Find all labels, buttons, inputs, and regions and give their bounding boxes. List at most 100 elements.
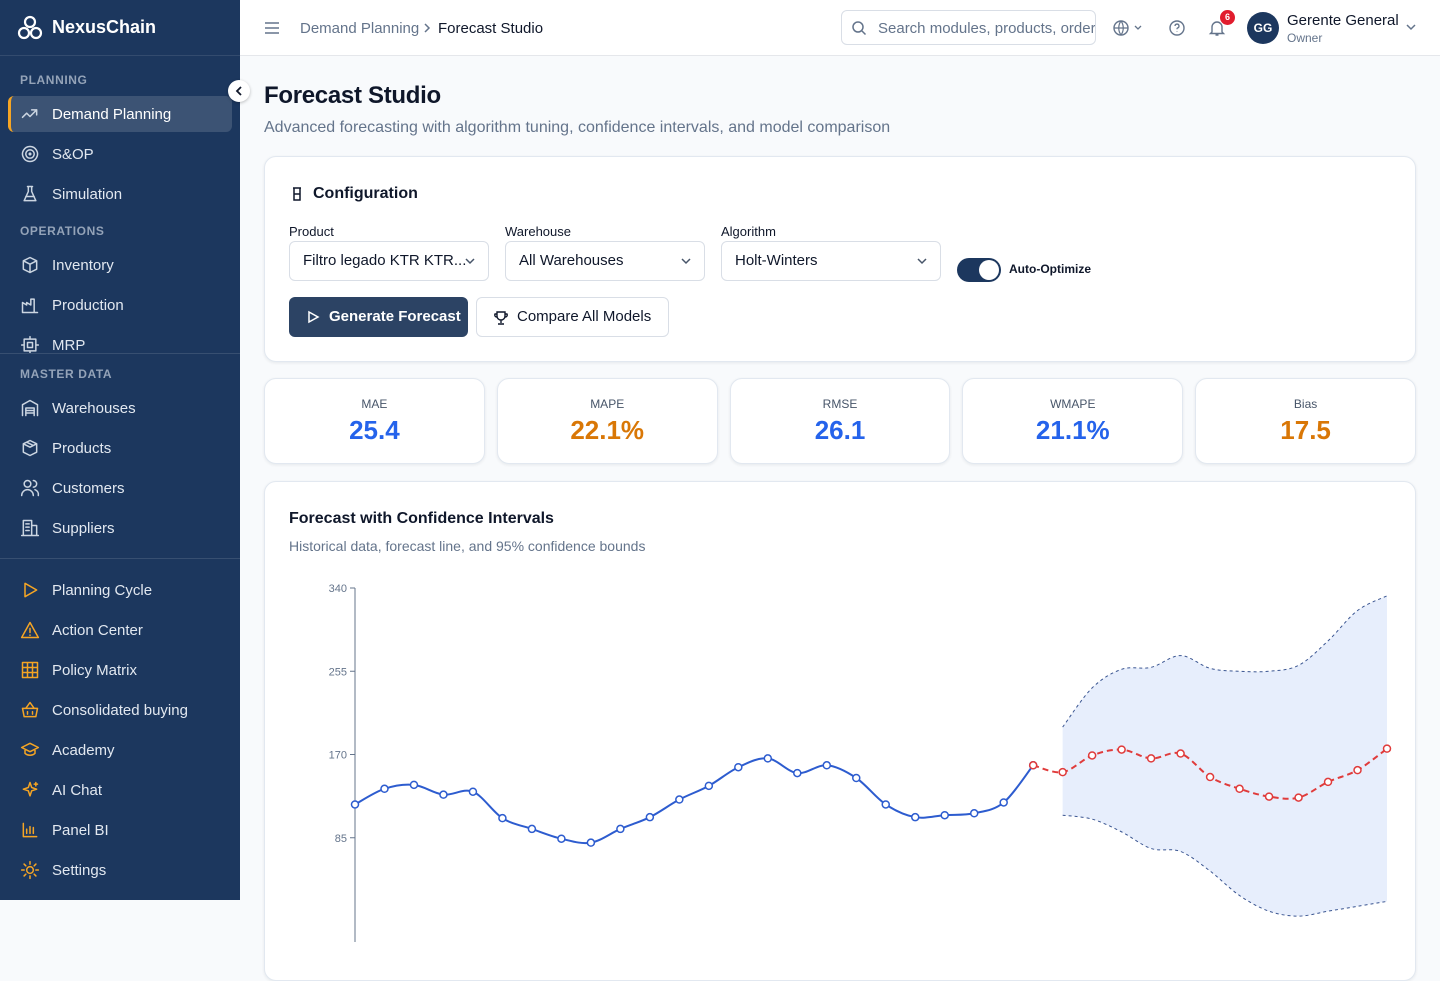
search-placeholder: Search modules, products, orders — [878, 20, 1096, 37]
metric-value: 26.1 — [814, 415, 866, 445]
generate-forecast-button[interactable]: Generate Forecast — [289, 297, 468, 337]
search-box[interactable]: Search modules, products, orders — [841, 10, 1096, 45]
data-point — [1235, 784, 1244, 794]
nav-item[interactable]: Panel BI — [8, 812, 232, 848]
nav-item[interactable]: Inventory — [8, 247, 232, 283]
nav-section-title: OPERATIONS — [20, 224, 105, 238]
nav-icon — [22, 822, 38, 838]
nav-icon — [21, 145, 39, 163]
nav-item[interactable]: Production — [8, 287, 232, 323]
icon-path — [22, 439, 38, 457]
configuration-title: Configuration — [313, 185, 418, 202]
icon-path — [20, 621, 40, 639]
data-point — [822, 761, 832, 770]
chart-card: Forecast with Confidence Intervals Histo… — [264, 481, 1416, 981]
nav-item[interactable]: AI Chat — [8, 772, 232, 808]
nav-label: Production — [52, 296, 124, 314]
user-menu-chevron[interactable] — [1405, 22, 1417, 32]
nav-scroll: PLANNING Demand Planning S&OP Simulation OPE… — [0, 56, 240, 354]
nav-item[interactable]: Demand Planning — [8, 96, 232, 132]
nav-item[interactable]: Consolidated buying — [8, 692, 232, 728]
data-point — [793, 768, 802, 778]
metric-card: MAE 25.4 — [264, 378, 485, 464]
nav-item[interactable]: Academy — [8, 732, 232, 768]
nav-item[interactable]: Planning Cycle — [8, 572, 232, 608]
nav-item[interactable]: Warehouses — [8, 390, 232, 426]
brand[interactable]: NexusChain — [0, 0, 240, 56]
warehouse-select[interactable]: All Warehouses — [505, 241, 705, 281]
breadcrumb-separator — [424, 23, 431, 33]
nav-label: Suppliers — [52, 519, 115, 537]
data-point — [675, 795, 684, 804]
compare-models-button[interactable]: Compare All Models — [476, 297, 669, 337]
nav-icon — [20, 860, 40, 880]
language-button[interactable] — [1112, 19, 1146, 37]
data-point — [586, 838, 596, 847]
data-point — [1146, 754, 1156, 763]
metric-value: 21.1% — [1035, 415, 1110, 445]
data-point — [852, 773, 861, 783]
nav-item[interactable]: MRP — [8, 327, 232, 353]
sidebar: NexusChain PLANNING Demand Planning S&OP Si… — [0, 0, 240, 900]
data-point — [999, 798, 1008, 807]
data-point — [380, 784, 389, 794]
algorithm-select[interactable]: Holt-Winters — [721, 241, 941, 281]
notifications-button[interactable] — [1208, 19, 1226, 37]
nav-label: Planning Cycle — [52, 581, 153, 599]
y-tick-label: 85 — [335, 833, 347, 845]
data-point — [1028, 761, 1038, 770]
nav-label: Products — [52, 439, 112, 457]
nav-item[interactable]: Customers — [8, 470, 232, 506]
nav-item[interactable]: Products — [8, 430, 232, 466]
nav-label: Warehouses — [52, 399, 136, 417]
metric-value: 17.5 — [1280, 415, 1331, 445]
nav-label: Customers — [52, 479, 125, 497]
user-role: Owner — [1287, 31, 1323, 45]
top-bar: Demand Planning Forecast Studio Search m… — [240, 0, 1440, 56]
collapse-button[interactable] — [228, 80, 250, 102]
nav-label: Panel BI — [52, 821, 109, 839]
nav-icon — [22, 256, 38, 274]
breadcrumb-parent[interactable]: Demand Planning — [300, 20, 420, 37]
metric-label: MAE — [361, 397, 388, 411]
nav-item[interactable]: Settings — [8, 852, 232, 888]
nav-icon — [21, 399, 39, 417]
auto-optimize-toggle[interactable] — [957, 258, 1001, 282]
y-tick-label: 340 — [329, 583, 347, 595]
data-point — [910, 812, 920, 822]
data-point — [1323, 777, 1333, 787]
help-button[interactable] — [1168, 19, 1186, 37]
nav-master: MASTER DATA Warehouses Products Customers Su… — [0, 355, 240, 559]
user-name[interactable]: Gerente General — [1287, 12, 1399, 29]
data-point — [1382, 744, 1392, 753]
forecast-chart: 85 170 255 340 — [329, 583, 1392, 942]
data-point — [1264, 792, 1274, 801]
menu-icon[interactable] — [262, 18, 282, 38]
data-point — [1058, 767, 1067, 777]
user-avatar[interactable]: GG — [1247, 12, 1279, 44]
nav-item[interactable]: S&OP — [8, 136, 232, 172]
nav-label: Action Center — [52, 621, 143, 639]
nav-icon — [20, 519, 40, 537]
data-point — [1117, 745, 1126, 754]
icon-path — [20, 479, 40, 497]
nav-icon — [21, 701, 39, 718]
toggle-knob — [979, 260, 999, 280]
icon-path — [22, 822, 38, 838]
nav-label: Settings — [52, 861, 107, 879]
nav-item[interactable]: Simulation — [8, 176, 232, 212]
icon-path — [20, 519, 40, 537]
nav-item[interactable]: Policy Matrix — [8, 652, 232, 688]
configuration-card: Configuration Product Filtro legado KTR … — [264, 156, 1416, 362]
nav-item[interactable]: Action Center — [8, 612, 232, 648]
nav-section-title: MASTER DATA — [20, 367, 113, 381]
breadcrumb-current: Forecast Studio — [438, 20, 544, 37]
data-point — [1353, 765, 1362, 775]
product-select[interactable]: Filtro legado KTR KTR... — [289, 241, 489, 281]
select-value: Holt-Winters — [735, 252, 818, 269]
nav-item[interactable]: Suppliers — [8, 510, 232, 546]
page-title: Forecast Studio — [264, 82, 441, 109]
field-label: Product — [289, 224, 334, 239]
data-point — [616, 824, 625, 834]
nav-section-title: PLANNING — [20, 73, 88, 87]
